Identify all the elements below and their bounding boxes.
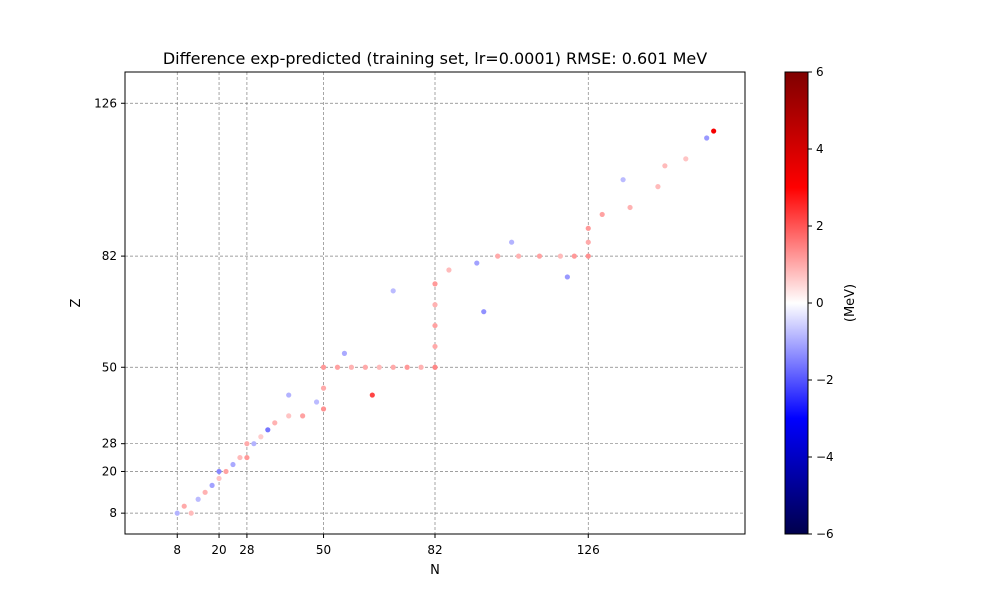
nuclide-point-25 bbox=[362, 364, 368, 370]
nuclide-point-11 bbox=[244, 454, 250, 461]
colorbar-tick-label-0: 6 bbox=[816, 65, 824, 79]
nuclide-point-8 bbox=[223, 468, 229, 475]
y-tick-label-5: 126 bbox=[94, 96, 117, 110]
nuclide-point-56 bbox=[341, 350, 348, 356]
x-tick-label-1: 20 bbox=[211, 543, 226, 557]
nuclide-point-20 bbox=[320, 406, 327, 412]
colorbar-label: (MeV) bbox=[843, 284, 858, 322]
nuclide-point-34 bbox=[432, 302, 438, 308]
nuclide-point-42 bbox=[571, 253, 577, 259]
chart-title: Difference exp-predicted (training set, … bbox=[163, 49, 707, 68]
x-tick-label-0: 8 bbox=[173, 543, 181, 557]
nuclide-point-41 bbox=[557, 253, 563, 259]
y-axis-label: Z bbox=[69, 298, 84, 307]
nuclide-point-36 bbox=[446, 267, 452, 273]
colorbar-tick-label-3: 0 bbox=[816, 296, 824, 310]
nuclide-point-1 bbox=[188, 510, 194, 516]
colorbar-gradient bbox=[784, 71, 809, 535]
nuclide-point-38 bbox=[495, 253, 501, 259]
nuclide-point-12 bbox=[244, 441, 250, 447]
nuclide-point-2 bbox=[181, 503, 187, 509]
nuclide-point-55 bbox=[509, 239, 515, 245]
nuclide-point-10 bbox=[237, 454, 243, 461]
nuclide-point-58 bbox=[662, 163, 668, 169]
y-tick-label-4: 82 bbox=[102, 249, 117, 263]
x-tick-label-4: 82 bbox=[427, 543, 442, 557]
x-axis-ticks: 8 20 28 50 82 126 bbox=[173, 534, 600, 557]
nuclide-point-3 bbox=[195, 496, 201, 502]
nuclide-point-14 bbox=[258, 434, 264, 440]
colorbar-tick-label-5: −4 bbox=[816, 450, 834, 464]
nuclide-point-33 bbox=[432, 322, 438, 329]
nuclide-point-22 bbox=[320, 364, 327, 370]
y-axis-ticks: 8 20 28 50 82 126 bbox=[94, 96, 125, 520]
nuclide-point-39 bbox=[515, 253, 522, 259]
nuclide-point-15 bbox=[265, 427, 271, 433]
colorbar: 6 4 2 0 −2 −4 −6 (MeV) bbox=[784, 65, 858, 541]
x-axis-label: N bbox=[430, 563, 440, 578]
nuclide-point-47 bbox=[627, 204, 633, 211]
nuclide-point-57 bbox=[286, 392, 292, 398]
nuclide-point-45 bbox=[585, 225, 591, 231]
x-tick-label-3: 50 bbox=[316, 543, 331, 557]
nuclide-point-32 bbox=[432, 343, 438, 350]
nuclide-point-24 bbox=[348, 364, 355, 370]
nuclide-point-9 bbox=[230, 461, 236, 468]
nuclide-point-40 bbox=[536, 253, 543, 259]
nuclide-point-53 bbox=[481, 309, 487, 315]
nuclide-point-5 bbox=[209, 482, 215, 488]
nuclide-point-19 bbox=[313, 399, 320, 405]
nuclide-point-35 bbox=[432, 281, 438, 287]
nuclide-point-54 bbox=[564, 274, 570, 280]
nuclide-point-18 bbox=[300, 413, 306, 419]
nuclide-point-21 bbox=[320, 385, 327, 391]
y-tick-label-1: 20 bbox=[102, 464, 117, 478]
scatter-points bbox=[174, 128, 717, 516]
nuclide-point-51 bbox=[711, 128, 717, 134]
y-tick-label-0: 8 bbox=[109, 506, 117, 520]
y-tick-label-2: 28 bbox=[102, 437, 117, 451]
nuclide-point-44 bbox=[585, 239, 591, 245]
colorbar-tick-label-1: 4 bbox=[816, 142, 824, 156]
nuclide-point-50 bbox=[704, 135, 710, 141]
plot-area bbox=[124, 71, 746, 535]
nuclide-point-27 bbox=[376, 364, 382, 370]
nuclide-point-7 bbox=[216, 468, 222, 475]
nuclide-point-17 bbox=[286, 413, 292, 419]
colorbar-ticks: 6 4 2 0 −2 −4 −6 bbox=[808, 65, 834, 541]
nuclide-point-31 bbox=[432, 364, 438, 370]
nuclide-point-49 bbox=[683, 156, 689, 162]
nuclide-point-29 bbox=[404, 364, 410, 370]
nuclide-point-30 bbox=[418, 364, 424, 370]
nuclide-point-28 bbox=[390, 364, 396, 370]
nuclide-point-13 bbox=[251, 441, 257, 447]
nuclide-point-52 bbox=[390, 288, 396, 294]
nuclide-point-6 bbox=[216, 475, 222, 482]
nuclide-point-46 bbox=[599, 211, 605, 218]
nuclide-point-37 bbox=[474, 260, 480, 266]
nuclide-point-26 bbox=[369, 392, 375, 398]
nuclide-point-0 bbox=[174, 510, 180, 516]
colorbar-tick-label-2: 2 bbox=[816, 219, 824, 233]
nuclide-point-23 bbox=[334, 364, 341, 370]
colorbar-tick-label-6: −6 bbox=[816, 527, 834, 541]
nuclide-point-4 bbox=[202, 489, 208, 495]
nuclide-point-43 bbox=[585, 253, 591, 259]
y-tick-label-3: 50 bbox=[102, 360, 117, 374]
colorbar-tick-label-4: −2 bbox=[816, 373, 834, 387]
x-tick-label-2: 28 bbox=[239, 543, 254, 557]
nuclide-point-59 bbox=[620, 177, 626, 183]
x-tick-label-5: 126 bbox=[577, 543, 600, 557]
nuclide-point-16 bbox=[272, 420, 278, 426]
nuclide-point-48 bbox=[655, 184, 661, 190]
